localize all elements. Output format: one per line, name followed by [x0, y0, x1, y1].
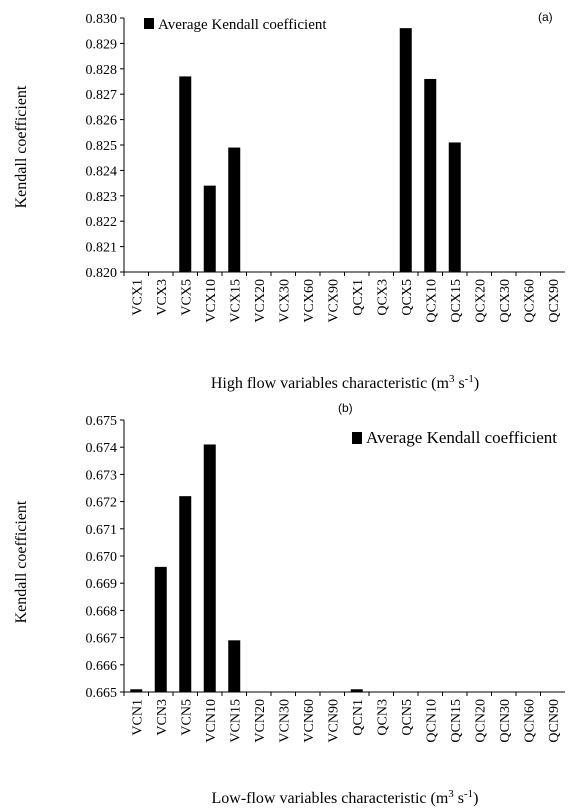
y-tick-label: 0.669: [86, 577, 118, 592]
category-label-qcx15: QCX15: [449, 279, 464, 323]
category-label-qcx5: QCX5: [400, 279, 415, 316]
category-label-qcx1: QCX1: [351, 279, 366, 316]
category-label-vcx3: VCX3: [155, 279, 170, 316]
category-label-vcn1: VCN1: [130, 699, 145, 736]
y-tick-label: 0.674: [86, 441, 118, 456]
bar-vcn1: [130, 689, 143, 692]
y-tick-label: 0.824: [86, 164, 118, 179]
y-tick-label: 0.822: [86, 215, 118, 230]
y-tick-label: 0.830: [86, 12, 118, 27]
bar-vcn5: [179, 496, 192, 692]
category-label-vcx90: VCX90: [326, 279, 341, 323]
category-label-qcx60: QCX60: [522, 279, 537, 323]
category-label-vcn30: VCN30: [277, 699, 292, 743]
bar-vcx15: [228, 147, 241, 272]
bar-qcx15: [448, 142, 461, 272]
category-label-qcx10: QCX10: [424, 279, 439, 323]
y-tick-label: 0.675: [86, 414, 118, 429]
panel-b-legend: Average Kendall coefficient: [352, 428, 557, 447]
category-label-vcn60: VCN60: [302, 699, 317, 743]
bar-vcn3: [154, 566, 167, 692]
panel-b-y-axis-title: Kendall coefficient: [13, 500, 30, 623]
panel-a-x-axis-title: High flow variables characteristic (m3 s…: [211, 373, 479, 392]
panel-b-bars: [123, 444, 541, 696]
y-tick-label: 0.820: [86, 266, 118, 281]
category-label-vcx60: VCX60: [302, 279, 317, 323]
y-tick-label: 0.668: [86, 604, 118, 619]
y-tick-label: 0.828: [86, 63, 118, 78]
y-tick-label: 0.665: [86, 686, 118, 701]
category-label-vcx1: VCX1: [130, 279, 145, 316]
y-tick-label: 0.827: [86, 88, 118, 103]
category-label-vcn3: VCN3: [155, 699, 170, 736]
panel-a-y-axis-title: Kendall coefficient: [13, 85, 30, 208]
category-label-vcx30: VCX30: [277, 279, 292, 323]
category-label-qcn90: QCN90: [547, 699, 562, 743]
panel-a-y-ticks: 0.830 0.829 0.828 0.827 0.826 0.825 0.824 0.823…: [86, 12, 124, 281]
category-label-qcx30: QCX30: [498, 279, 513, 323]
category-label-qcn1: QCN1: [351, 699, 366, 736]
category-label-vcn90: VCN90: [326, 699, 341, 743]
bar-qcx5: [399, 28, 412, 272]
panel-a-bars: [123, 28, 541, 276]
category-label-vcn20: VCN20: [253, 699, 268, 743]
bar-vcx10: [203, 185, 216, 272]
panel-a-legend-label: Average Kendall coefficient: [158, 17, 327, 33]
category-label-qcn10: QCN10: [424, 699, 439, 743]
panel-b-label: (b): [338, 401, 353, 415]
y-tick-label: 0.670: [86, 550, 118, 565]
category-label-vcn5: VCN5: [179, 699, 194, 736]
panel-b-legend-label: Average Kendall coefficient: [366, 428, 557, 447]
bar-vcn10: [203, 444, 216, 692]
category-label-qcn5: QCN5: [400, 699, 415, 736]
category-label-vcx20: VCX20: [253, 279, 268, 323]
y-tick-label: 0.826: [86, 114, 118, 129]
y-tick-label: 0.673: [86, 468, 118, 483]
panel-a-high-flow-chart: (a) Kendall coefficient Average Kendall …: [13, 10, 565, 392]
panel-b-category-labels: VCN1 VCN3 VCN5 VCN10 VCN15 VCN20 VCN30 VCN60 VCN…: [130, 699, 562, 743]
category-label-qcn30: QCN30: [498, 699, 513, 743]
bar-vcx5: [179, 76, 192, 272]
panel-a-label: (a): [538, 10, 553, 24]
category-label-vcx5: VCX5: [179, 279, 194, 316]
y-tick-label: 0.825: [86, 139, 118, 154]
category-label-qcx90: QCX90: [547, 279, 562, 323]
category-label-vcn10: VCN10: [204, 699, 219, 743]
bar-qcx10: [424, 78, 437, 273]
panel-b-y-ticks: 0.675 0.674 0.673 0.672 0.671 0.670 0.669 0.668…: [86, 414, 124, 701]
category-label-qcn15: QCN15: [449, 699, 464, 743]
panel-a-category-labels: VCX1 VCX3 VCX5 VCX10 VCX15 VCX20 VCX30 VCX60 VCX…: [130, 279, 562, 323]
y-tick-label: 0.829: [86, 37, 118, 52]
panel-b-x-axis-title: Low-flow variables characteristic (m3 s-…: [211, 788, 478, 807]
y-tick-label: 0.823: [86, 190, 118, 205]
category-label-qcx20: QCX20: [473, 279, 488, 323]
y-tick-label: 0.667: [86, 632, 118, 647]
category-label-qcx3: QCX3: [375, 279, 390, 316]
y-tick-label: 0.672: [86, 496, 118, 511]
category-label-vcn15: VCN15: [228, 699, 243, 743]
panel-a-legend-swatch: [144, 18, 154, 29]
y-tick-label: 0.821: [86, 241, 118, 256]
bar-vcn15: [228, 640, 241, 692]
y-tick-label: 0.666: [86, 659, 118, 674]
panel-a-legend: Average Kendall coefficient: [144, 17, 327, 33]
category-label-vcx10: VCX10: [204, 279, 219, 323]
panel-b-low-flow-chart: (b) Kendall coefficient Average Kendall …: [13, 401, 565, 807]
category-label-qcn20: QCN20: [473, 699, 488, 743]
bar-qcn1: [350, 689, 363, 692]
panel-b-legend-swatch: [352, 432, 362, 444]
category-label-vcx15: VCX15: [228, 279, 243, 323]
category-label-qcn60: QCN60: [522, 699, 537, 743]
category-label-qcn3: QCN3: [375, 699, 390, 736]
y-tick-label: 0.671: [86, 523, 118, 538]
